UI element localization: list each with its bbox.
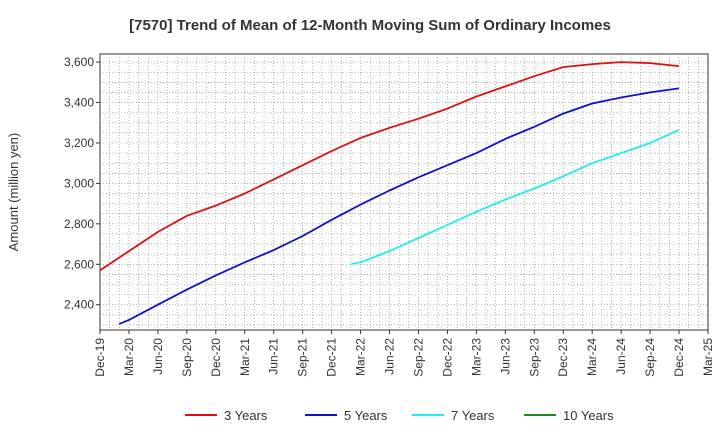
x-tick-label: Jun-23 <box>498 338 512 375</box>
series-line-1 <box>99 61 680 272</box>
x-tick-label: Mar-25 <box>701 338 715 376</box>
x-tick-label: Sep-21 <box>296 338 310 377</box>
y-tick-label: 2,800 <box>64 217 94 231</box>
y-axis-label: Amount (million yen) <box>6 133 21 252</box>
y-tick-label: 3,600 <box>64 55 94 69</box>
x-tick-label: Mar-22 <box>354 338 368 376</box>
x-tick-label: Jun-21 <box>267 338 281 375</box>
x-tick-label: Sep-23 <box>527 338 541 377</box>
x-tick-label: Mar-24 <box>585 338 599 376</box>
series-layer <box>99 61 680 325</box>
x-tick-label: Mar-21 <box>238 338 252 376</box>
legend-label: 7 Years <box>451 408 495 423</box>
legend: 3 Years 5 Years 7 Years 10 Years <box>185 408 614 423</box>
y-axis-ticks: 2,400 2,600 2,800 3,000 3,200 3,400 3,600 <box>64 55 100 312</box>
x-tick-label: Dec-19 <box>93 338 107 377</box>
grid-lines <box>100 54 708 330</box>
x-tick-label: Sep-20 <box>180 338 194 377</box>
y-tick-label: 3,400 <box>64 96 94 110</box>
x-tick-label: Jun-24 <box>614 338 628 375</box>
y-tick-label: 3,000 <box>64 176 94 190</box>
series-line-2 <box>118 87 680 325</box>
y-tick-label: 2,400 <box>64 298 94 312</box>
x-tick-label: Sep-22 <box>411 338 425 377</box>
chart-title: [7570] Trend of Mean of 12-Month Moving … <box>129 17 611 34</box>
x-tick-label: Sep-24 <box>643 338 657 377</box>
x-axis-ticks: Dec-19 Mar-20 Jun-20 Sep-20 Dec-20 Mar-21 Jun-… <box>93 330 715 377</box>
y-tick-label: 2,600 <box>64 257 94 271</box>
x-tick-label: Dec-21 <box>325 338 339 377</box>
x-tick-label: Dec-20 <box>209 338 223 377</box>
x-tick-label: Mar-20 <box>122 338 136 376</box>
x-tick-label: Jun-20 <box>151 338 165 375</box>
y-tick-label: 3,200 <box>64 136 94 150</box>
legend-label: 3 Years <box>224 408 268 423</box>
x-tick-label: Mar-23 <box>469 338 483 376</box>
series-line-3 <box>350 128 680 266</box>
legend-label: 5 Years <box>344 408 388 423</box>
legend-label: 10 Years <box>563 408 614 423</box>
x-tick-label: Jun-22 <box>383 338 397 375</box>
x-tick-label: Dec-22 <box>440 338 454 377</box>
x-tick-label: Dec-23 <box>556 338 570 377</box>
plot-area <box>99 53 709 331</box>
x-tick-label: Dec-24 <box>672 338 686 377</box>
